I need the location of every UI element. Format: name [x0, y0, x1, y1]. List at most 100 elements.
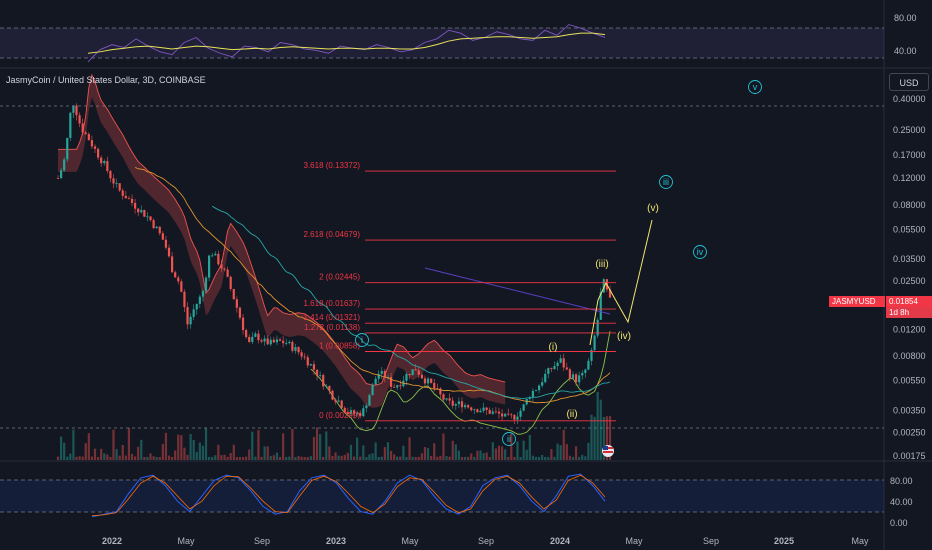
volume-bar: [537, 457, 541, 460]
candle-body: [322, 375, 325, 387]
wave-circle: [748, 80, 762, 94]
candle-body: [303, 356, 306, 358]
candle-body: [541, 382, 544, 386]
candle-body: [414, 369, 417, 371]
wave-label-yellow: (iv): [617, 331, 631, 342]
candle-body: [389, 376, 393, 387]
wave-label-cyan: ii: [507, 434, 511, 444]
volume-bar: [565, 444, 568, 460]
candle-body: [167, 247, 171, 257]
volume-bar: [306, 457, 309, 460]
price-tick: 0.01200: [893, 324, 926, 334]
volume-bar: [439, 455, 442, 460]
price-tick: 0.00550: [893, 376, 926, 386]
candle-body: [96, 148, 100, 158]
candle-body: [217, 253, 220, 265]
rsi-tick-40: 40.00: [894, 46, 917, 56]
volume-bar: [84, 443, 87, 460]
candle-body: [562, 358, 565, 368]
volume-bar: [152, 456, 155, 460]
volume-bar: [220, 455, 223, 460]
us-flag-icon[interactable]: [602, 445, 614, 457]
volume-bar: [171, 456, 174, 460]
candle-body: [405, 373, 408, 381]
volume-bar: [593, 416, 596, 460]
time-tick: Sep: [478, 536, 494, 546]
volume-bar: [106, 454, 109, 460]
candle-body: [174, 272, 177, 278]
stoch-k-line: [91, 473, 606, 518]
candle-body: [315, 369, 319, 376]
volume-bar: [343, 454, 346, 460]
wave-projection: [589, 219, 653, 346]
volume-bar: [605, 416, 609, 460]
rsi-pane[interactable]: 80.00 40.00: [0, 13, 917, 63]
rsi-line: [87, 24, 606, 63]
volume-bar: [143, 456, 146, 460]
candle-body: [90, 140, 94, 147]
fib-label: 1.414 (0.01321): [304, 313, 361, 322]
fib-label: 0 (0.00299): [319, 411, 360, 420]
volume-bar: [500, 446, 504, 460]
candle-body: [362, 408, 365, 417]
volume-bar: [389, 450, 393, 460]
candle-body: [288, 341, 291, 344]
volume-bar: [436, 456, 439, 460]
candle-body: [593, 335, 596, 350]
volume-bar: [183, 447, 186, 460]
volume-bar: [81, 456, 84, 460]
price-pane[interactable]: 3.618 (0.13372) 2.618 (0.04679) 2 (0.02445…: [0, 73, 926, 461]
volume-bar: [497, 445, 501, 460]
volume-bar: [238, 456, 242, 460]
volume-bar: [349, 444, 353, 460]
candle-body: [442, 394, 445, 400]
candle-body: [232, 288, 235, 300]
candle-body: [340, 400, 343, 408]
volume-bar: [229, 453, 232, 460]
volume-bar: [365, 456, 368, 460]
candle-body: [198, 296, 201, 304]
stoch-pane[interactable]: 80.00 40.00 0.00: [0, 473, 913, 528]
fib-label: 1 (0.00858): [319, 342, 360, 351]
candle-body: [93, 146, 97, 149]
candle-body: [229, 276, 232, 289]
volume-bar: [522, 440, 525, 460]
candle-body: [106, 161, 109, 171]
volume-bar: [485, 452, 488, 460]
volume-bar: [328, 446, 331, 460]
candle-body: [56, 178, 60, 179]
candle-body: [507, 413, 510, 415]
volume-bar: [531, 455, 535, 460]
price-tick: 0.17000: [893, 150, 926, 160]
volume-bar: [300, 456, 303, 460]
candle-body: [497, 411, 501, 414]
volume-bar: [467, 456, 470, 460]
candle-body: [476, 409, 479, 413]
volume-bar: [130, 453, 134, 460]
time-axis[interactable]: 2022 May Sep 2023 May Sep 2024 May Sep 2025 May: [102, 536, 869, 546]
candle-body: [568, 369, 572, 379]
symbol-price-label: JASMYUSD: [829, 296, 885, 307]
candle-body: [235, 299, 238, 308]
candle-body: [467, 405, 470, 408]
volume-bar: [590, 414, 593, 460]
volume-bar: [158, 456, 161, 460]
candle-body: [300, 352, 303, 357]
candle-body: [411, 369, 414, 376]
candle-body: [81, 123, 84, 133]
volume-bar: [87, 433, 90, 460]
currency-button[interactable]: USD: [889, 73, 929, 91]
stoch-tick-80: 80.00: [890, 476, 913, 486]
volume-bar: [103, 453, 106, 460]
volume-bar: [574, 446, 578, 460]
candle-body: [208, 255, 211, 278]
candle-body: [69, 112, 72, 138]
candle-body: [513, 415, 516, 420]
volume-bar: [334, 452, 337, 460]
candle-body: [204, 277, 208, 292]
candle-body: [584, 369, 587, 373]
fib-label: 1.618 (0.01637): [304, 299, 361, 308]
candle-body: [87, 134, 90, 141]
candle-body: [325, 386, 328, 387]
